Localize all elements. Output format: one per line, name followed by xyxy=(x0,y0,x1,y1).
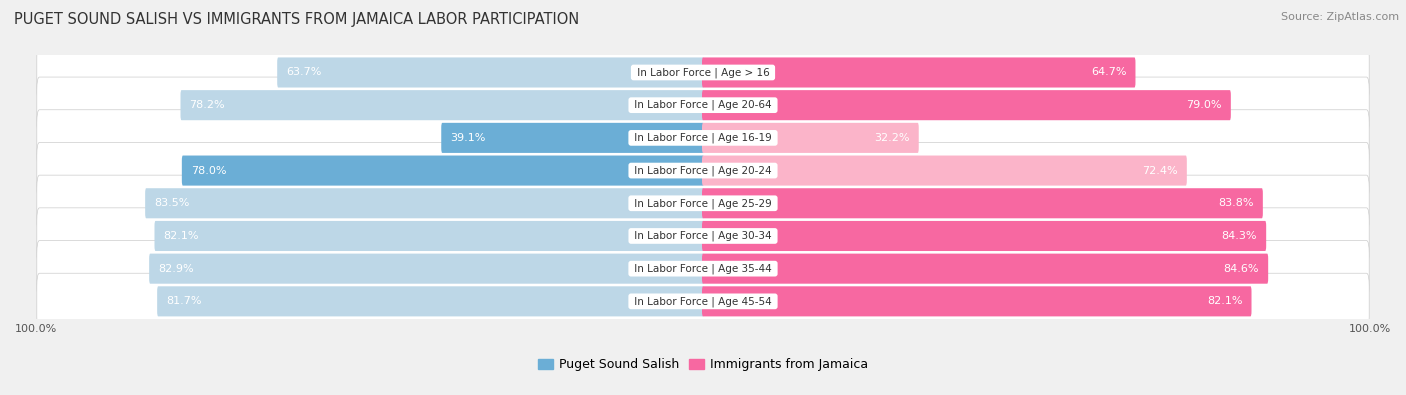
Text: In Labor Force | Age 35-44: In Labor Force | Age 35-44 xyxy=(631,263,775,274)
Text: 84.6%: 84.6% xyxy=(1223,263,1260,274)
FancyBboxPatch shape xyxy=(155,221,704,251)
Text: 32.2%: 32.2% xyxy=(875,133,910,143)
FancyBboxPatch shape xyxy=(149,254,704,284)
Text: In Labor Force | Age 25-29: In Labor Force | Age 25-29 xyxy=(631,198,775,209)
FancyBboxPatch shape xyxy=(702,90,1230,120)
Text: In Labor Force | Age 45-54: In Labor Force | Age 45-54 xyxy=(631,296,775,307)
FancyBboxPatch shape xyxy=(702,188,1263,218)
Text: 82.9%: 82.9% xyxy=(157,263,194,274)
Text: 82.1%: 82.1% xyxy=(1206,296,1243,307)
FancyBboxPatch shape xyxy=(37,110,1369,166)
Text: PUGET SOUND SALISH VS IMMIGRANTS FROM JAMAICA LABOR PARTICIPATION: PUGET SOUND SALISH VS IMMIGRANTS FROM JA… xyxy=(14,12,579,27)
Text: In Labor Force | Age 16-19: In Labor Force | Age 16-19 xyxy=(631,133,775,143)
FancyBboxPatch shape xyxy=(37,175,1369,231)
Text: 78.0%: 78.0% xyxy=(191,166,226,175)
FancyBboxPatch shape xyxy=(702,221,1267,251)
FancyBboxPatch shape xyxy=(37,44,1369,101)
FancyBboxPatch shape xyxy=(37,143,1369,199)
FancyBboxPatch shape xyxy=(702,156,1187,186)
FancyBboxPatch shape xyxy=(145,188,704,218)
FancyBboxPatch shape xyxy=(157,286,704,316)
Text: 84.3%: 84.3% xyxy=(1222,231,1257,241)
Text: 83.8%: 83.8% xyxy=(1219,198,1254,208)
FancyBboxPatch shape xyxy=(441,123,704,153)
FancyBboxPatch shape xyxy=(702,254,1268,284)
FancyBboxPatch shape xyxy=(37,77,1369,133)
Text: Source: ZipAtlas.com: Source: ZipAtlas.com xyxy=(1281,12,1399,22)
Text: In Labor Force | Age 20-24: In Labor Force | Age 20-24 xyxy=(631,166,775,176)
FancyBboxPatch shape xyxy=(702,286,1251,316)
Text: In Labor Force | Age > 16: In Labor Force | Age > 16 xyxy=(634,67,772,78)
Text: In Labor Force | Age 30-34: In Labor Force | Age 30-34 xyxy=(631,231,775,241)
Text: 83.5%: 83.5% xyxy=(155,198,190,208)
Text: 79.0%: 79.0% xyxy=(1187,100,1222,110)
FancyBboxPatch shape xyxy=(180,90,704,120)
FancyBboxPatch shape xyxy=(277,57,704,88)
FancyBboxPatch shape xyxy=(702,57,1136,88)
Text: 81.7%: 81.7% xyxy=(166,296,201,307)
Text: 82.1%: 82.1% xyxy=(163,231,200,241)
Legend: Puget Sound Salish, Immigrants from Jamaica: Puget Sound Salish, Immigrants from Jama… xyxy=(537,358,869,371)
Text: 63.7%: 63.7% xyxy=(287,68,322,77)
FancyBboxPatch shape xyxy=(37,273,1369,329)
FancyBboxPatch shape xyxy=(37,208,1369,264)
FancyBboxPatch shape xyxy=(181,156,704,186)
FancyBboxPatch shape xyxy=(37,241,1369,297)
Text: 72.4%: 72.4% xyxy=(1142,166,1178,175)
Text: In Labor Force | Age 20-64: In Labor Force | Age 20-64 xyxy=(631,100,775,111)
Text: 78.2%: 78.2% xyxy=(190,100,225,110)
Text: 39.1%: 39.1% xyxy=(450,133,485,143)
Text: 64.7%: 64.7% xyxy=(1091,68,1126,77)
FancyBboxPatch shape xyxy=(702,123,918,153)
